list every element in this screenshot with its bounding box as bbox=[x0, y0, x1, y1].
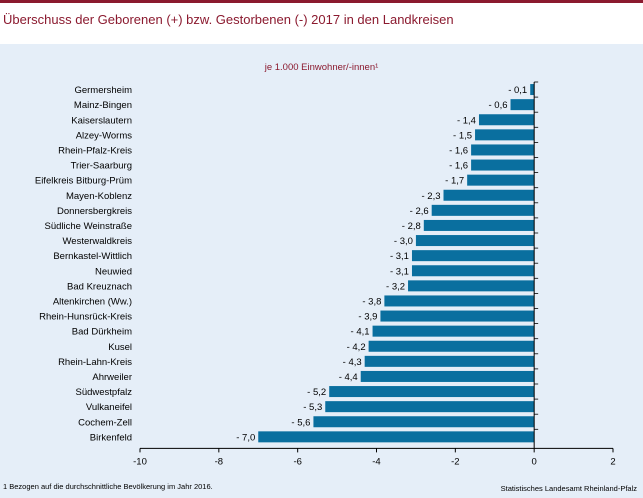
category-label: Neuwied bbox=[95, 266, 132, 277]
bar bbox=[510, 99, 535, 111]
data-label: - 0,6 bbox=[489, 100, 508, 111]
bar bbox=[471, 159, 535, 171]
category-label: Südliche Weinstraße bbox=[45, 221, 132, 232]
category-label: Rhein-Pfalz-Kreis bbox=[58, 145, 132, 156]
bar bbox=[423, 219, 535, 231]
chart-title: Überschuss der Geborenen (+) bzw. Gestor… bbox=[3, 12, 454, 27]
bar bbox=[360, 370, 535, 382]
bar bbox=[411, 250, 535, 262]
data-label: - 2,6 bbox=[410, 206, 429, 217]
x-tick-label: 0 bbox=[532, 456, 537, 467]
category-label: Mainz-Bingen bbox=[74, 100, 132, 111]
category-label: Vulkaneifel bbox=[86, 402, 132, 413]
category-label: Bad Kreuznach bbox=[67, 281, 132, 292]
bar bbox=[475, 129, 535, 141]
bar bbox=[530, 84, 535, 96]
chart-subtitle: je 1.000 Einwohner/-innen¹ bbox=[264, 62, 379, 73]
category-label: Mayen-Koblenz bbox=[66, 191, 132, 202]
x-tick-label: 2 bbox=[610, 456, 615, 467]
category-label: Ahrweiler bbox=[92, 372, 132, 383]
data-label: - 2,8 bbox=[402, 221, 421, 232]
bar bbox=[431, 204, 535, 216]
bar bbox=[325, 401, 535, 413]
x-tick-label: -4 bbox=[372, 456, 380, 467]
data-label: - 3,2 bbox=[386, 281, 405, 292]
category-label: Germersheim bbox=[74, 85, 132, 96]
bar bbox=[368, 340, 535, 352]
bar bbox=[415, 235, 535, 247]
bar bbox=[408, 280, 535, 292]
data-label: - 3,0 bbox=[394, 236, 413, 247]
category-label: Birkenfeld bbox=[90, 432, 132, 443]
footnote: 1 Bezogen auf die durchschnittliche Bevö… bbox=[3, 482, 213, 491]
bar bbox=[411, 265, 535, 277]
data-label: - 5,6 bbox=[291, 417, 310, 428]
bar bbox=[258, 431, 535, 443]
data-label: - 1,6 bbox=[449, 145, 468, 156]
data-label: - 4,4 bbox=[339, 372, 358, 383]
bar bbox=[372, 325, 535, 337]
category-label: Donnersbergkreis bbox=[57, 206, 132, 217]
data-label: - 1,6 bbox=[449, 161, 468, 172]
bar bbox=[471, 144, 535, 156]
data-label: - 5,2 bbox=[307, 387, 326, 398]
data-label: - 4,1 bbox=[351, 327, 370, 338]
data-label: - 1,5 bbox=[453, 130, 472, 141]
category-label: Alzey-Worms bbox=[76, 130, 133, 141]
category-label: Altenkirchen (Ww.) bbox=[53, 296, 132, 307]
data-label: - 4,2 bbox=[347, 342, 366, 353]
data-label: - 3,8 bbox=[362, 296, 381, 307]
bar bbox=[380, 310, 535, 322]
top-rule bbox=[0, 0, 643, 3]
x-tick-label: -6 bbox=[293, 456, 301, 467]
data-label: - 1,7 bbox=[445, 176, 464, 187]
data-label: - 3,1 bbox=[390, 251, 409, 262]
bar bbox=[329, 386, 535, 398]
category-label: Kaiserslautern bbox=[71, 115, 132, 126]
category-label: Rhein-Hunsrück-Kreis bbox=[39, 312, 132, 323]
category-label: Trier-Saarburg bbox=[71, 161, 132, 172]
bar bbox=[467, 174, 535, 186]
bar bbox=[313, 416, 535, 428]
data-label: - 7,0 bbox=[236, 432, 255, 443]
source-credit: Statistisches Landesamt Rheinland-Pfalz bbox=[500, 484, 637, 493]
bar bbox=[478, 114, 535, 126]
category-label: Cochem-Zell bbox=[78, 417, 132, 428]
data-label: - 2,3 bbox=[421, 191, 440, 202]
x-tick-label: -2 bbox=[451, 456, 459, 467]
x-tick-label: -10 bbox=[133, 456, 147, 467]
category-label: Eifelkreis Bitburg-Prüm bbox=[35, 176, 132, 187]
category-label: Bernkastel-Wittlich bbox=[53, 251, 132, 262]
category-label: Rhein-Lahn-Kreis bbox=[58, 357, 132, 368]
data-label: - 5,3 bbox=[303, 402, 322, 413]
data-label: - 0,1 bbox=[508, 85, 527, 96]
data-label: - 1,4 bbox=[457, 115, 476, 126]
category-label: Westerwaldkreis bbox=[62, 236, 132, 247]
category-label: Bad Dürkheim bbox=[72, 327, 132, 338]
bar bbox=[384, 295, 535, 307]
bar bbox=[364, 355, 535, 367]
data-label: - 3,1 bbox=[390, 266, 409, 277]
x-tick-label: -8 bbox=[215, 456, 223, 467]
bar bbox=[443, 189, 535, 201]
data-label: - 3,9 bbox=[358, 312, 377, 323]
data-label: - 4,3 bbox=[343, 357, 362, 368]
category-label: Südwestpfalz bbox=[75, 387, 132, 398]
category-label: Kusel bbox=[108, 342, 132, 353]
